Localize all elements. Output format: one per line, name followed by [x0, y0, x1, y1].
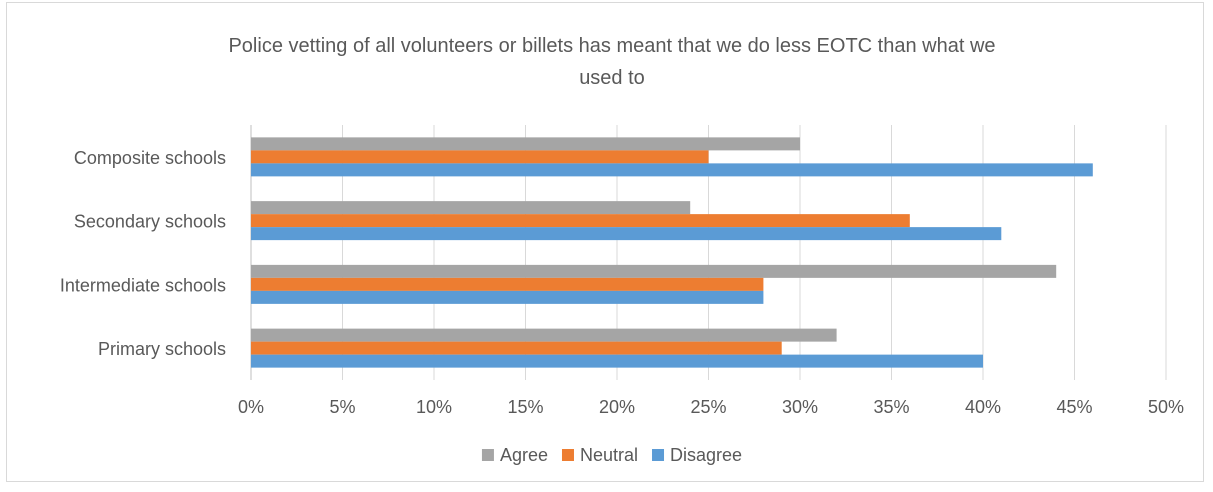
legend-label-agree: Agree: [500, 445, 548, 465]
bar-agree: [251, 264, 1057, 278]
x-tick-label: 5%: [329, 397, 355, 417]
x-tick-label: 50%: [1148, 397, 1184, 417]
legend: Agree Neutral Disagree: [481, 445, 742, 465]
legend-label-disagree: Disagree: [670, 445, 742, 465]
x-tick-label: 25%: [690, 397, 726, 417]
bar-disagree: [251, 290, 764, 304]
x-tick-label: 30%: [782, 397, 818, 417]
x-tick-labels: 0% 5% 10% 15% 20% 25% 30% 35% 40% 45% 50%: [238, 397, 1184, 417]
bar-neutral: [251, 150, 709, 164]
x-tick-label: 15%: [507, 397, 543, 417]
category-label: Primary schools: [98, 339, 226, 359]
bar-disagree: [251, 354, 983, 368]
bar-disagree: [251, 163, 1093, 177]
bar-agree: [251, 201, 691, 215]
bar-neutral: [251, 277, 764, 291]
legend-label-neutral: Neutral: [580, 445, 638, 465]
chart-title: Police vetting of all volunteers or bill…: [228, 35, 995, 89]
x-tick-label: 10%: [416, 397, 452, 417]
bar-neutral: [251, 214, 910, 228]
category-label: Intermediate schools: [60, 275, 226, 295]
chart-frame: [6, 2, 1204, 482]
bar-agree: [251, 328, 837, 342]
legend-swatch-agree: [481, 449, 494, 461]
chart-title-line-2: used to: [579, 67, 645, 89]
x-tick-label: 40%: [965, 397, 1001, 417]
x-tick-label: 45%: [1056, 397, 1092, 417]
category-label: Composite schools: [74, 148, 226, 168]
x-tick-label: 20%: [599, 397, 635, 417]
x-tick-label: 0%: [238, 397, 264, 417]
bar-neutral: [251, 341, 782, 355]
category-labels: Composite schools Secondary schools Interm…: [60, 148, 226, 359]
chart-title-line-1: Police vetting of all volunteers or bill…: [228, 35, 995, 57]
legend-swatch-neutral: [561, 449, 574, 461]
legend-swatch-disagree: [652, 449, 665, 461]
bar-disagree: [251, 227, 1002, 241]
bar-agree: [251, 137, 800, 151]
bars: [251, 137, 1093, 368]
x-tick-label: 35%: [873, 397, 909, 417]
category-label: Secondary schools: [74, 212, 226, 232]
